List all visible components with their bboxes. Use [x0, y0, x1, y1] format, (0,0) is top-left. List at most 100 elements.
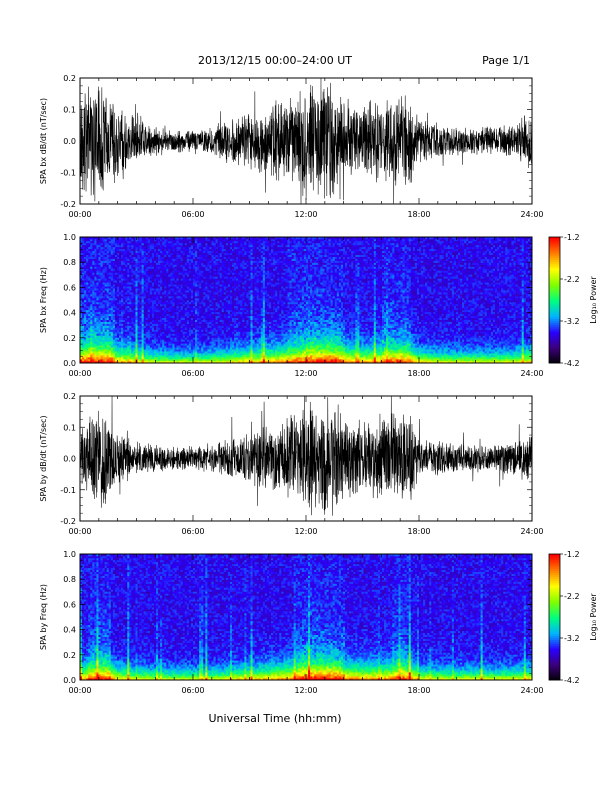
spectrogram-cell — [98, 252, 101, 256]
spectrogram-cell — [156, 323, 159, 326]
spectrogram-cell — [180, 280, 184, 283]
spectrogram-cell — [92, 303, 95, 307]
spectrogram-cell — [139, 237, 142, 240]
spectrogram-cell — [90, 353, 93, 356]
spectrogram-cell — [176, 298, 179, 301]
spectrogram-cell — [100, 300, 103, 303]
spectrogram-cell — [145, 357, 149, 360]
spectrogram-cell — [90, 286, 93, 289]
spectrogram-cell — [137, 329, 140, 332]
spectrogram-cell — [193, 266, 196, 269]
spectrogram-cell — [156, 264, 159, 267]
spectrogram-cell — [106, 248, 110, 252]
spectrogram-cell — [176, 317, 179, 320]
spectrogram-cell — [197, 317, 200, 320]
spectrogram-cell — [98, 264, 101, 267]
spectrogram-cell — [106, 323, 110, 326]
spectrogram-cell — [219, 290, 223, 293]
spectrogram-cell — [232, 242, 235, 246]
spectrogram-cell — [145, 331, 149, 334]
spectrogram-cell — [190, 276, 194, 279]
spectrogram-cell — [203, 341, 206, 344]
spectrogram-cell — [80, 331, 83, 334]
spectrogram-cell — [229, 321, 233, 324]
spectrogram-cell — [164, 323, 167, 326]
spectrogram-cell — [234, 337, 237, 340]
spectrogram-cell — [156, 349, 159, 352]
spectrogram-cell — [232, 305, 235, 309]
spectrogram-cell — [229, 305, 233, 309]
spectrogram-cell — [227, 288, 231, 291]
spectrogram-cell — [172, 359, 175, 362]
spectrogram-cell — [127, 307, 130, 311]
spectrogram-cell — [116, 305, 120, 309]
spectrogram-cell — [88, 327, 91, 330]
spectrogram-cell — [178, 313, 181, 317]
spectrogram-cell — [199, 254, 202, 257]
spectrogram-cell — [213, 357, 216, 360]
spectrogram-cell — [153, 343, 157, 346]
spectrogram-cell — [217, 349, 220, 352]
spectrogram-cell — [215, 359, 218, 362]
spectrogram-cell — [94, 337, 97, 340]
spectrogram-cell — [84, 264, 87, 267]
spectrogram-cell — [217, 262, 220, 265]
spectrogram-cell — [86, 248, 89, 252]
spectrogram-cell — [137, 313, 140, 317]
spectrogram-cell — [213, 262, 216, 265]
spectrogram-cell — [207, 331, 210, 334]
spectrogram-cell — [184, 345, 188, 348]
spectrogram-cell — [234, 296, 237, 299]
spectrogram-cell — [104, 357, 107, 360]
spectrogram-cell — [197, 343, 200, 346]
spectrogram-cell — [158, 303, 161, 307]
spectrogram-cell — [170, 296, 173, 299]
spectrogram-cell — [141, 339, 144, 342]
spectrogram-cell — [186, 329, 190, 332]
spectrogram-cell — [125, 292, 128, 295]
spectrogram-cell — [123, 260, 126, 263]
spectrogram-cell — [199, 284, 202, 287]
spectrogram-cell — [170, 278, 173, 281]
spectrogram-cell — [104, 290, 107, 293]
spectrogram-cell — [166, 284, 169, 287]
spectrogram-cell — [170, 254, 173, 257]
spectrogram-cell — [180, 303, 184, 307]
spectrogram-cell — [211, 258, 214, 261]
spectrogram-cell — [193, 252, 196, 256]
spectrogram-cell — [94, 315, 97, 319]
spectrogram-cell — [172, 280, 175, 283]
spectrogram-cell — [229, 361, 233, 364]
spectrogram-cell — [182, 300, 186, 303]
spectrogram-cell — [137, 343, 140, 346]
spectrogram-cell — [184, 256, 188, 259]
spectrogram-cell — [145, 343, 149, 346]
spectrogram-cell — [188, 282, 192, 285]
spectrogram-cell — [92, 286, 95, 289]
spectrogram-cell — [172, 294, 175, 297]
spectrogram-cell — [168, 296, 171, 299]
spectrogram-cell — [172, 276, 175, 279]
spectrogram-cell — [156, 248, 159, 252]
spectrogram-cell — [229, 244, 233, 248]
spectrogram-cell — [209, 254, 212, 257]
spectrogram-cell — [147, 237, 151, 240]
spectrogram-cell — [217, 307, 220, 311]
spectrogram-cell — [98, 311, 101, 315]
spectrogram-cell — [211, 260, 214, 263]
spectrogram-cell — [104, 355, 107, 358]
spectrogram-cell — [166, 252, 169, 256]
spectrogram-cell — [201, 296, 204, 299]
spectrogram-cell — [236, 323, 239, 326]
spectrogram-cell — [219, 252, 223, 256]
spectrogram-cell — [162, 270, 165, 273]
spectrogram-cell — [190, 339, 194, 342]
spectrogram-cell — [223, 286, 227, 289]
spectrogram-cell — [180, 242, 184, 246]
spectrogram-cell — [176, 351, 179, 354]
spectrogram-cell — [170, 298, 173, 301]
spectrogram-cell — [199, 357, 202, 360]
spectrogram-cell — [96, 331, 99, 334]
spectrogram-cell — [232, 254, 235, 257]
